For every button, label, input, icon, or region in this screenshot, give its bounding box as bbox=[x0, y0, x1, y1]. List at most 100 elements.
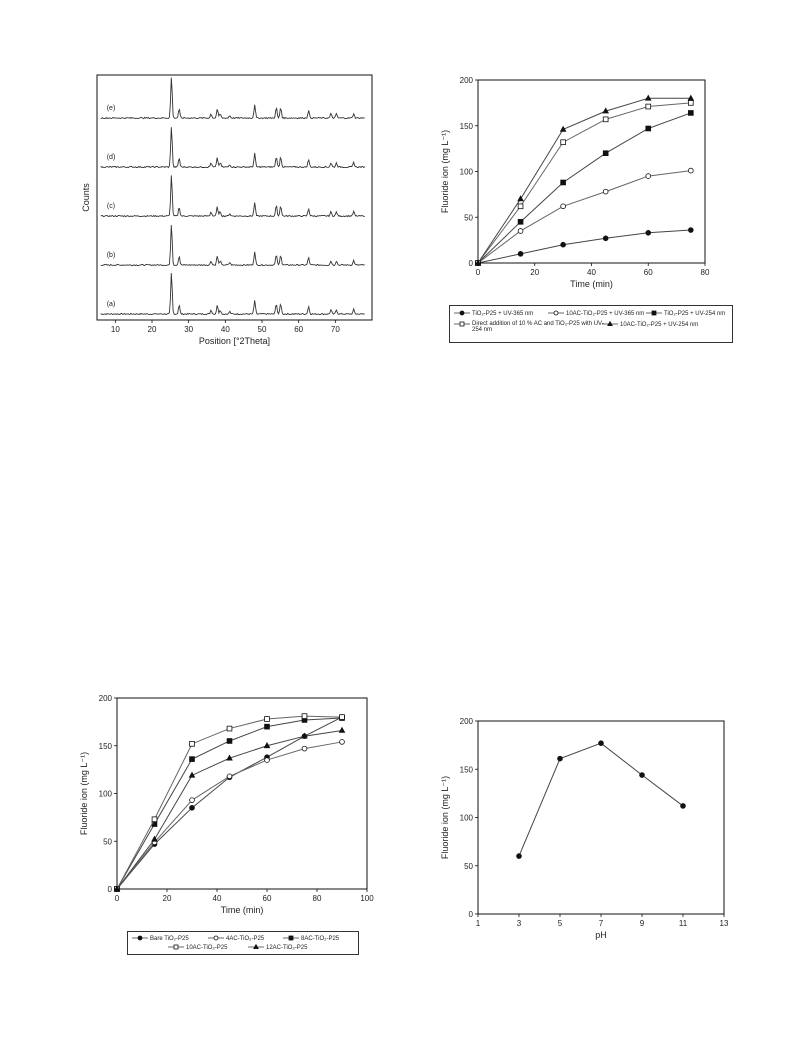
data-point bbox=[338, 726, 346, 733]
data-point bbox=[560, 179, 566, 186]
x-axis-label: Time (min) bbox=[221, 905, 264, 915]
series-line bbox=[477, 97, 691, 264]
pattern-label: (a) bbox=[107, 301, 116, 308]
data-point bbox=[645, 173, 652, 179]
data-point bbox=[645, 125, 652, 132]
x-tick-label: 40 bbox=[221, 325, 230, 334]
pattern-label: (b) bbox=[107, 252, 116, 259]
y-tick-label: 100 bbox=[99, 790, 113, 799]
data-point bbox=[474, 259, 482, 266]
legend-item: 10AC-TiO₂-P25 + UV-254 nm bbox=[602, 321, 698, 329]
y-tick-label: 0 bbox=[469, 259, 474, 268]
y-tick-label: 200 bbox=[460, 76, 474, 85]
x-tick-label: 70 bbox=[331, 325, 340, 334]
data-point bbox=[602, 188, 609, 195]
data-point bbox=[517, 203, 524, 210]
legend-label: TiO₂-P25 + UV-254 nm bbox=[664, 311, 726, 317]
y-tick-label: 150 bbox=[460, 765, 474, 774]
y-tick-label: 0 bbox=[469, 910, 474, 919]
data-point bbox=[557, 755, 563, 762]
x-tick-label: 0 bbox=[476, 268, 481, 277]
data-point bbox=[188, 771, 196, 778]
data-point bbox=[602, 235, 609, 242]
legend-swatch-marker bbox=[459, 310, 465, 316]
pattern-label: (d) bbox=[107, 154, 116, 161]
x-tick-label: 80 bbox=[313, 894, 322, 903]
data-point bbox=[560, 203, 566, 210]
data-point bbox=[264, 723, 270, 730]
legend-uv: TiO₂-P25 + UV-365 nm 10AC-TiO₂-P25 + UV-… bbox=[449, 305, 733, 343]
plot-frame bbox=[96, 74, 373, 321]
legend-label: 10AC-TiO₂-P25 + UV-254 nm bbox=[620, 322, 699, 328]
data-point bbox=[226, 725, 233, 732]
data-point bbox=[680, 803, 686, 809]
fluoride-time-uv-panel: 0 20 40 60 80 0 50 100 150 200 Time (min) Fluoride … bbox=[430, 70, 730, 300]
legend-label: Bare TiO₂-P25 bbox=[150, 936, 189, 942]
data-point bbox=[189, 741, 195, 747]
legend-swatch-marker bbox=[607, 321, 613, 326]
xrd-pattern-line bbox=[100, 77, 365, 120]
legend-swatch bbox=[283, 935, 299, 941]
series-line bbox=[477, 102, 691, 264]
legend-swatch-marker bbox=[253, 944, 259, 949]
x-axis-label: pH bbox=[595, 930, 607, 940]
data-point bbox=[602, 107, 610, 114]
plot-frame bbox=[477, 79, 706, 264]
x-tick-label: 20 bbox=[148, 325, 157, 334]
legend-swatch-marker bbox=[173, 944, 179, 950]
legend-swatch-marker bbox=[459, 321, 465, 327]
x-tick-label: 13 bbox=[720, 919, 729, 928]
y-tick-label: 200 bbox=[460, 717, 474, 726]
x-tick-label: 50 bbox=[258, 325, 267, 334]
x-axis-label: Time (min) bbox=[570, 279, 613, 289]
xrd-pattern-line bbox=[100, 127, 366, 169]
data-point bbox=[264, 716, 270, 722]
legend-label: 8AC-TiO₂-P25 bbox=[301, 936, 340, 942]
y-axis-label: Fluoride ion (mg L⁻¹) bbox=[79, 752, 89, 835]
x-tick-label: 20 bbox=[163, 894, 172, 903]
data-point bbox=[226, 754, 233, 761]
y-axis-label: Counts bbox=[81, 183, 91, 212]
y-axis-label: Fluoride ion (mg L⁻¹) bbox=[440, 130, 450, 213]
legend-label: 4AC-TiO₂-P25 bbox=[226, 936, 265, 942]
series-line bbox=[116, 729, 343, 890]
series-line bbox=[477, 170, 691, 264]
data-point bbox=[688, 110, 694, 116]
y-tick-label: 0 bbox=[108, 885, 113, 894]
series-line bbox=[116, 741, 343, 890]
fluoride-time-ac-panel: 0 20 40 60 80 100 0 50 100 150 200 Time (min) Fluori… bbox=[75, 690, 375, 930]
data-point bbox=[517, 195, 524, 202]
x-tick-label: 0 bbox=[115, 894, 120, 903]
legend-swatch bbox=[168, 944, 184, 950]
pattern-label: (c) bbox=[107, 203, 115, 210]
x-tick-label: 3 bbox=[517, 919, 522, 928]
x-tick-label: 1 bbox=[476, 919, 481, 928]
y-tick-label: 100 bbox=[460, 814, 474, 823]
y-tick-label: 150 bbox=[460, 122, 474, 131]
legend-swatch bbox=[248, 944, 264, 949]
xrd-chart-panel: 10 20 30 40 50 60 70 Position [°2Theta] Counts (a… bbox=[75, 70, 375, 360]
y-tick-label: 50 bbox=[103, 837, 112, 846]
data-point bbox=[517, 219, 524, 225]
legend-item: Direct addition of 10 % AC and TiO₂-P25 … bbox=[454, 321, 604, 333]
x-tick-label: 5 bbox=[558, 919, 563, 928]
x-tick-label: 60 bbox=[294, 325, 303, 334]
data-point bbox=[263, 742, 271, 749]
data-point bbox=[301, 745, 308, 752]
xrd-chart: 10 20 30 40 50 60 70 Position [°2Theta] Counts (a… bbox=[81, 74, 373, 346]
data-point bbox=[688, 100, 694, 106]
x-tick-label: 7 bbox=[599, 919, 604, 928]
plot-frame bbox=[116, 697, 368, 890]
plot-frame bbox=[477, 720, 725, 915]
legend-label: 12AC-TiO₂-P25 bbox=[266, 945, 308, 951]
y-tick-label: 50 bbox=[464, 213, 473, 222]
data-point bbox=[151, 835, 158, 842]
y-tick-label: 150 bbox=[99, 742, 113, 751]
data-point bbox=[598, 740, 604, 746]
data-point bbox=[517, 228, 524, 234]
legend-item: 10AC-TiO₂-P25 bbox=[168, 944, 227, 952]
legend-swatch bbox=[548, 310, 564, 316]
data-point bbox=[151, 816, 158, 823]
xrd-pattern-line bbox=[100, 175, 365, 218]
x-tick-label: 10 bbox=[111, 325, 120, 334]
